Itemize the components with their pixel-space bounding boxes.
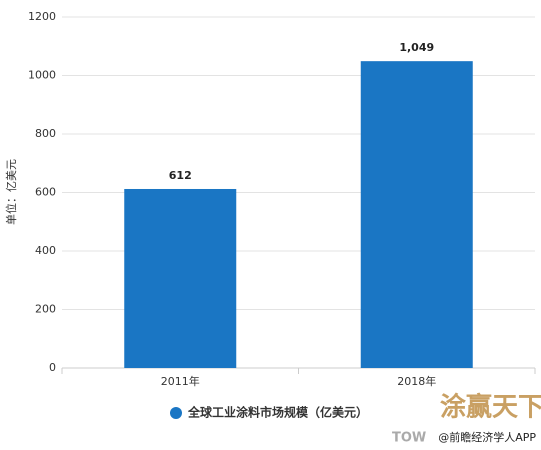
y-tick-label: 1200 — [28, 10, 56, 23]
y-tick-label: 800 — [35, 127, 56, 140]
y-axis-label: 单位：亿美元 — [4, 159, 18, 225]
bar — [124, 188, 237, 368]
logo-text: 涂赢天下 — [440, 392, 541, 423]
x-tick-label: 2011年 — [161, 374, 200, 388]
value-label: 1,049 — [399, 41, 434, 54]
y-tick-label: 400 — [35, 244, 56, 257]
y-tick-label: 200 — [35, 303, 56, 316]
source-note: @前瞻经济学人APP — [438, 430, 536, 444]
logo-subtext: TOW — [392, 431, 426, 446]
y-tick-label: 600 — [35, 186, 56, 199]
legend-marker — [170, 407, 182, 419]
y-tick-label: 1000 — [28, 69, 56, 82]
y-tick-label: 0 — [49, 361, 56, 374]
value-label: 612 — [169, 169, 192, 182]
x-tick-label: 2018年 — [397, 374, 436, 388]
legend-label: 全球工业涂料市场规模（亿美元） — [187, 405, 368, 420]
bar — [360, 61, 473, 368]
